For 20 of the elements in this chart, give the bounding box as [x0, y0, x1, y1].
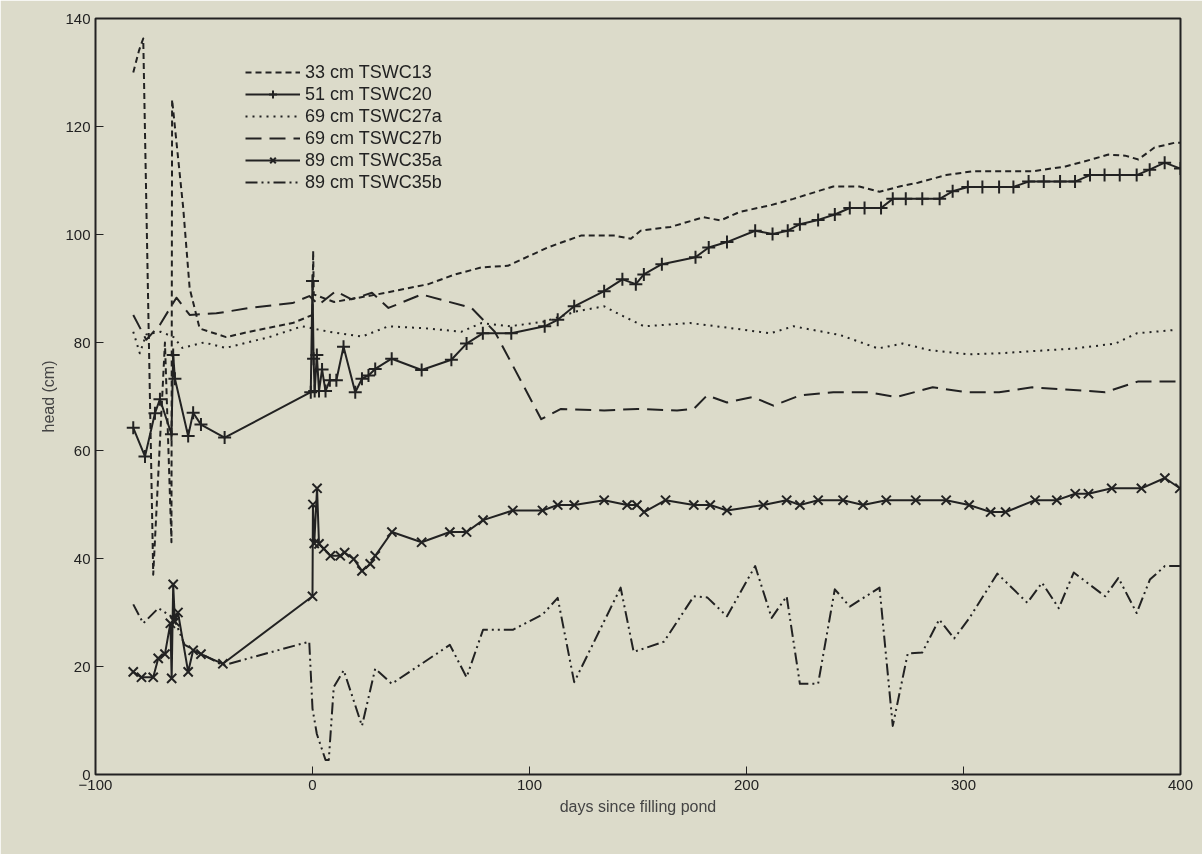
y-tick-label: 120 [65, 117, 91, 135]
legend-label: 51 cm TSWC20 [305, 83, 432, 105]
x-axis-title: days since filling pond [559, 797, 717, 815]
y-tick-label: 140 [65, 9, 91, 27]
y-tick-label: 80 [73, 333, 91, 351]
legend-label: 69 cm TSWC27b [305, 127, 442, 149]
x-tick-label: 400 [1167, 775, 1194, 793]
y-tick-label: 40 [73, 549, 91, 567]
y-tick-label: 20 [73, 657, 91, 675]
y-axis-title: head (cm) [40, 360, 58, 433]
x-tick-label: 100 [516, 775, 543, 793]
legend-label: 33 cm TSWC13 [305, 61, 432, 83]
x-tick-label: 0 [308, 775, 317, 793]
x-tick-label: 200 [733, 775, 760, 793]
legend-label: 89 cm TSWC35a [305, 149, 442, 171]
y-tick-label: 60 [73, 441, 91, 459]
legend-label: 69 cm TSWC27a [305, 105, 442, 127]
legend-label: 89 cm TSWC35b [305, 171, 442, 193]
y-tick-label: 100 [65, 225, 91, 243]
x-tick-label: 300 [950, 775, 977, 793]
